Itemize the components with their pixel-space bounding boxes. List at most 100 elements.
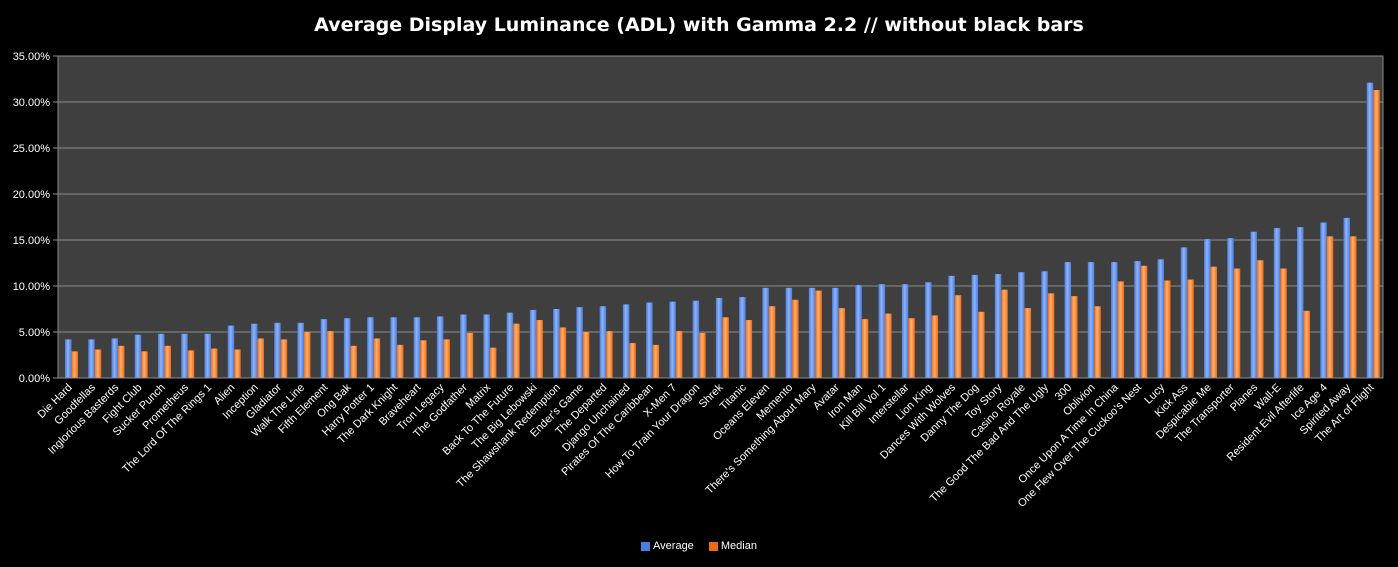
bar-average (855, 285, 862, 378)
bar-average (227, 325, 235, 378)
bar-median (606, 331, 613, 378)
bar-median (187, 350, 195, 378)
legend-label-median: Median (720, 540, 757, 552)
bar-average (762, 287, 769, 378)
bar-average (646, 302, 653, 378)
bar-median (1164, 280, 1171, 378)
bar-median (1024, 308, 1032, 378)
bar-average (320, 319, 328, 378)
bar-median (1257, 260, 1264, 378)
bar-average (1111, 262, 1118, 378)
bar-median (117, 345, 125, 378)
bar-median (885, 313, 892, 378)
y-tick-label: 5.00% (19, 327, 50, 339)
bar-average (1250, 231, 1258, 378)
bar-median (931, 315, 939, 378)
bar-median (420, 340, 427, 378)
bar-average (925, 282, 932, 378)
bar-average (367, 317, 374, 378)
bar-average (274, 322, 281, 378)
bar-median (94, 349, 102, 378)
y-tick-label: 25.00% (13, 143, 51, 155)
y-tick-label: 15.00% (13, 235, 51, 247)
bar-median (71, 351, 78, 378)
bar-median (443, 339, 450, 378)
bar-average (297, 322, 304, 378)
bar-average (785, 287, 793, 378)
bar-median (350, 345, 357, 378)
bar-average (994, 274, 1002, 378)
bar-median (164, 345, 171, 378)
legend-item-average: Average (641, 540, 694, 552)
legend-swatch-average (641, 541, 651, 551)
chart-legend: Average Median (0, 540, 1398, 554)
bar-average (157, 333, 165, 378)
bar-average (576, 307, 583, 378)
bar-average (1320, 222, 1327, 378)
y-tick-label: 30.00% (13, 97, 51, 109)
bar-average (460, 314, 467, 378)
bar-median (513, 323, 520, 378)
bar-average (1064, 262, 1072, 378)
bar-median (1187, 279, 1194, 378)
bar-average (622, 304, 630, 378)
bar-median (792, 299, 799, 378)
bar-median (954, 295, 962, 378)
bar-average (64, 339, 72, 378)
bar-median (908, 318, 915, 378)
bar-median (210, 348, 218, 378)
bar-average (483, 314, 490, 378)
bar-median (1280, 268, 1287, 378)
bar-average (553, 309, 560, 378)
bar-median (1373, 90, 1380, 378)
y-tick-label: 35.00% (13, 51, 51, 63)
bar-average (436, 316, 444, 378)
bar-average (878, 284, 886, 378)
bar-median (1001, 289, 1008, 378)
bar-median (396, 344, 404, 378)
bar-average (1343, 217, 1350, 378)
bar-average (948, 275, 955, 378)
y-tick-label: 20.00% (13, 189, 51, 201)
bar-average (204, 333, 211, 378)
bar-average (1180, 247, 1188, 378)
bar-average (390, 317, 397, 378)
bar-average (692, 300, 700, 378)
bar-median (768, 306, 776, 378)
bar-average (669, 301, 676, 378)
bar-median (141, 351, 148, 378)
bar-median (280, 339, 288, 378)
bar-average (739, 297, 746, 378)
bar-average (599, 306, 607, 378)
bar-average (413, 317, 421, 378)
y-tick-label: 0.00% (19, 373, 50, 385)
bar-median (1047, 293, 1055, 378)
bar-average (1227, 238, 1234, 378)
bar-median (559, 327, 567, 378)
bar-median (675, 331, 683, 378)
bar-average (832, 287, 839, 378)
bar-average (181, 333, 188, 378)
bar-average (529, 309, 537, 378)
bar-average (1087, 262, 1095, 378)
bar-average (343, 318, 351, 378)
bar-average (808, 287, 816, 378)
bar-median (536, 320, 543, 378)
bar-median (303, 332, 311, 378)
bar-median (1071, 296, 1078, 378)
bar-median (652, 344, 660, 378)
bar-average (134, 334, 142, 378)
bar-median (838, 308, 846, 378)
bar-median (815, 290, 822, 378)
bar-average (88, 339, 95, 378)
bar-average (1366, 82, 1374, 379)
bar-average (250, 323, 258, 378)
bar-median (1140, 265, 1148, 378)
bar-median (722, 317, 729, 378)
bar-average (971, 274, 979, 378)
bar-median (466, 332, 474, 378)
bar-median (699, 332, 706, 378)
bar-average (506, 312, 514, 378)
bar-average (715, 297, 723, 378)
